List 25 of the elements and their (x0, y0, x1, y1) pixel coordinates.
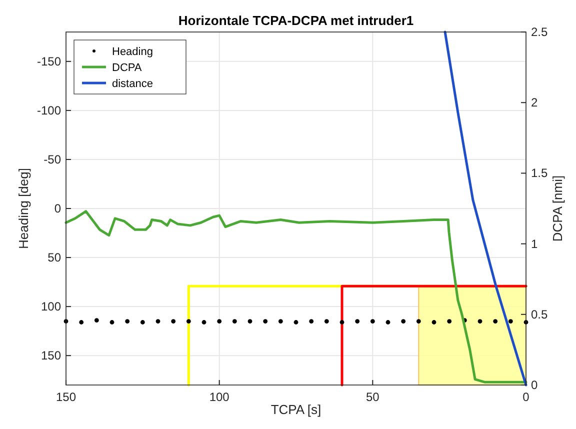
legend-label: distance (112, 78, 153, 90)
x-tick-label: 0 (522, 390, 530, 404)
legend-label: DCPA (112, 62, 142, 74)
x-tick-label: 100 (209, 390, 230, 404)
chart-title: Horizontale TCPA-DCPA met intruder1 (178, 13, 414, 28)
y2-tick-label: 0 (531, 378, 538, 392)
y2-tick-label: 2.5 (531, 25, 548, 39)
y2-tick-label: 2 (531, 96, 538, 110)
y2-tick-label: 1.5 (531, 166, 548, 180)
y-tick-label: -100 (36, 103, 62, 118)
y-tick-label: -150 (36, 54, 62, 68)
y-tick-label: 50 (48, 250, 62, 265)
y-tick-label: 150 (40, 348, 62, 363)
y-tick-label: -50 (44, 152, 62, 166)
legend-label: Heading (112, 46, 153, 58)
line-series (64, 210, 528, 384)
y2-tick-label: 1 (531, 236, 538, 251)
x-tick-label: 50 (366, 390, 380, 404)
y2-tick-label: 0.5 (531, 307, 548, 322)
y-axis-title: Heading [deg] (16, 168, 31, 249)
y-tick-label: 100 (40, 300, 62, 314)
y2-axis-title: DCPA [nmi] (550, 175, 565, 242)
y-tick-label: 0 (54, 202, 62, 216)
x-axis-title: TCPA [s] (270, 402, 322, 417)
line-series (444, 30, 528, 386)
